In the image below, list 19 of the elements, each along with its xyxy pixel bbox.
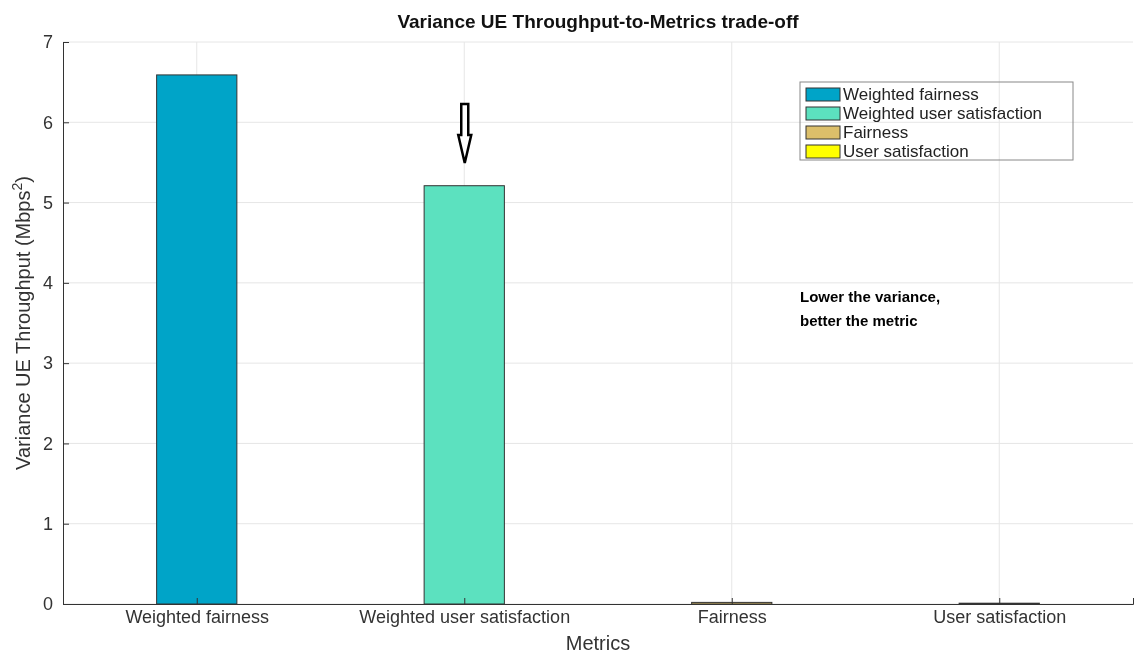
y-tick-label: 4: [42, 273, 53, 294]
annotation: Lower the variance, better the metric: [800, 288, 941, 329]
legend-label: Weighted user satisfaction: [843, 104, 1043, 123]
x-axis-title: Metrics: [565, 632, 631, 654]
x-tick-label: Weighted fairness: [125, 606, 270, 627]
y-tick-label: 6: [42, 112, 53, 133]
y-tick-label: 0: [42, 594, 53, 615]
y-tick-label: 2: [42, 433, 53, 454]
legend-label: Fairness: [843, 123, 909, 142]
y-tick-label: 3: [42, 353, 53, 374]
legend-label: Weighted fairness: [843, 85, 979, 104]
x-tick-label: User satisfaction: [933, 606, 1067, 627]
x-tick-label: Weighted user satisfaction: [359, 606, 571, 627]
y-tick-label: 7: [42, 32, 53, 53]
chart-title: Variance UE Throughput-to-Metrics trade-off: [397, 11, 800, 32]
legend-label: User satisfaction: [843, 142, 969, 161]
x-tick-label: Fairness: [697, 606, 767, 627]
y-tick-label: 1: [42, 513, 53, 534]
y-tick-label: 5: [42, 192, 53, 213]
